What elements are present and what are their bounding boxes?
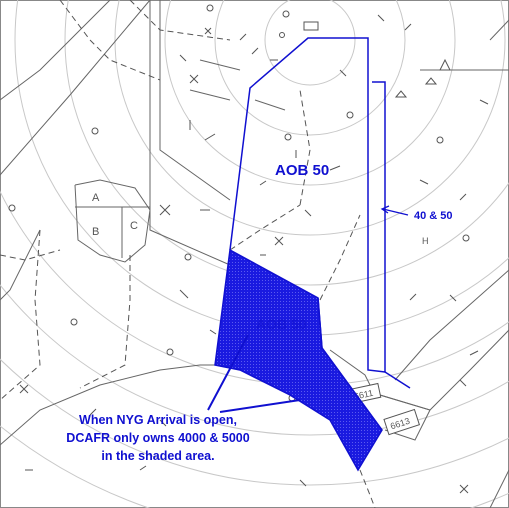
note-line-3: in the shaded area. [101,449,214,463]
side-label-40-50: 40 & 50 [414,210,453,222]
sector-label-a: A [92,192,100,204]
side-label-arrow [382,208,409,216]
side-label-arrowhead [380,205,390,214]
box-6613: 6613 [383,408,421,436]
callout-pointer-2 [219,399,301,413]
callout-pointer-1 [207,334,249,411]
map-symbols [8,4,489,494]
shaded-area-edge [317,297,383,431]
sector-label-h: H [422,236,429,246]
sector-label-c: C [130,220,138,232]
note-text: When NYG Arrival is open, DCAFR only own… [66,413,249,463]
aob50-main-label: AOB 50 [275,162,329,179]
note-line-1: When NYG Arrival is open, [79,413,237,427]
aob50-boundary-tail [384,371,411,389]
sector-label-b: B [92,226,99,238]
note-line-2: DCAFR only owns 4000 & 5000 [66,431,249,445]
dashed-boundaries [0,0,376,508]
aob50-boundary [229,37,386,373]
aob50-shaded-label: AOB 50 [256,316,307,332]
